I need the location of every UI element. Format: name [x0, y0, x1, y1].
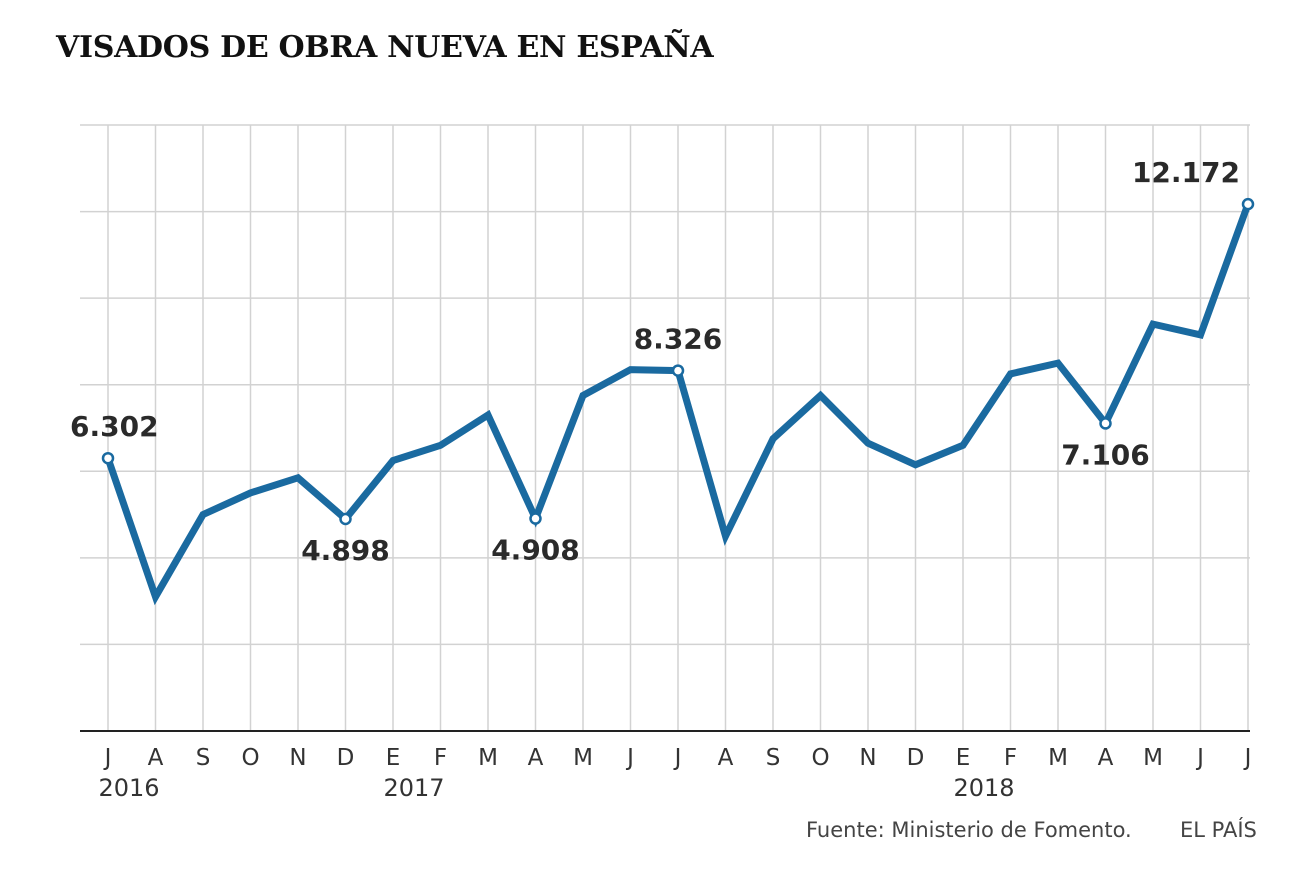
x-tick-label: M [573, 745, 593, 771]
data-point-marker [1241, 197, 1255, 211]
x-tick-label: A [718, 745, 734, 771]
data-point-marker [671, 364, 685, 377]
x-tick-label: D [907, 745, 925, 771]
x-tick-label: J [103, 745, 112, 771]
x-tick-label: E [956, 745, 971, 771]
vertical-gridlines [107, 125, 1249, 731]
x-tick-label: N [289, 745, 306, 771]
x-year-label: 2016 [98, 774, 159, 802]
data-label: 8.326 [634, 323, 723, 356]
x-tick-label: A [528, 745, 544, 771]
x-tick-label: S [196, 745, 211, 771]
x-tick-label: M [478, 745, 498, 771]
x-tick-label: O [811, 745, 829, 771]
x-year-label: 2018 [953, 774, 1014, 802]
data-label: 12.172 [1132, 156, 1240, 189]
x-tick-label: O [241, 745, 259, 771]
data-label: 4.898 [301, 534, 390, 567]
data-point-markers [101, 197, 1255, 526]
x-tick-label: J [1243, 745, 1252, 771]
x-tick-label: J [1195, 745, 1204, 771]
x-tick-label: D [337, 745, 355, 771]
publisher-brand: EL PAÍS [1180, 818, 1257, 842]
year-labels: 2016 2017 2018 [98, 774, 1014, 802]
x-year-label: 2017 [383, 774, 444, 802]
x-tick-label: J [625, 745, 634, 771]
horizontal-gridlines [80, 124, 1250, 646]
x-tick-label: A [1098, 745, 1114, 771]
x-tick-label: M [1143, 745, 1163, 771]
x-tick-label: M [1048, 745, 1068, 771]
x-tick-label: F [434, 745, 447, 771]
data-label: 6.302 [70, 410, 159, 443]
data-point-marker [1099, 417, 1112, 430]
chart-title: VISADOS DE OBRA NUEVA EN ESPAÑA [56, 30, 714, 65]
source-note: Fuente: Ministerio de Fomento. [806, 818, 1132, 842]
data-point-marker [339, 512, 352, 526]
data-labels: 6.302 4.898 4.908 8.326 7.106 12.172 [70, 156, 1240, 567]
x-tick-label: E [386, 745, 401, 771]
data-label: 4.908 [491, 534, 580, 567]
x-tick-label: A [148, 745, 164, 771]
x-tick-label: N [859, 745, 876, 771]
data-point-marker [101, 451, 115, 465]
data-point-marker [529, 512, 542, 525]
x-tick-label: F [1004, 745, 1017, 771]
x-tick-label: S [766, 745, 781, 771]
x-tick-label: J [673, 745, 682, 771]
data-label: 7.106 [1061, 438, 1150, 471]
